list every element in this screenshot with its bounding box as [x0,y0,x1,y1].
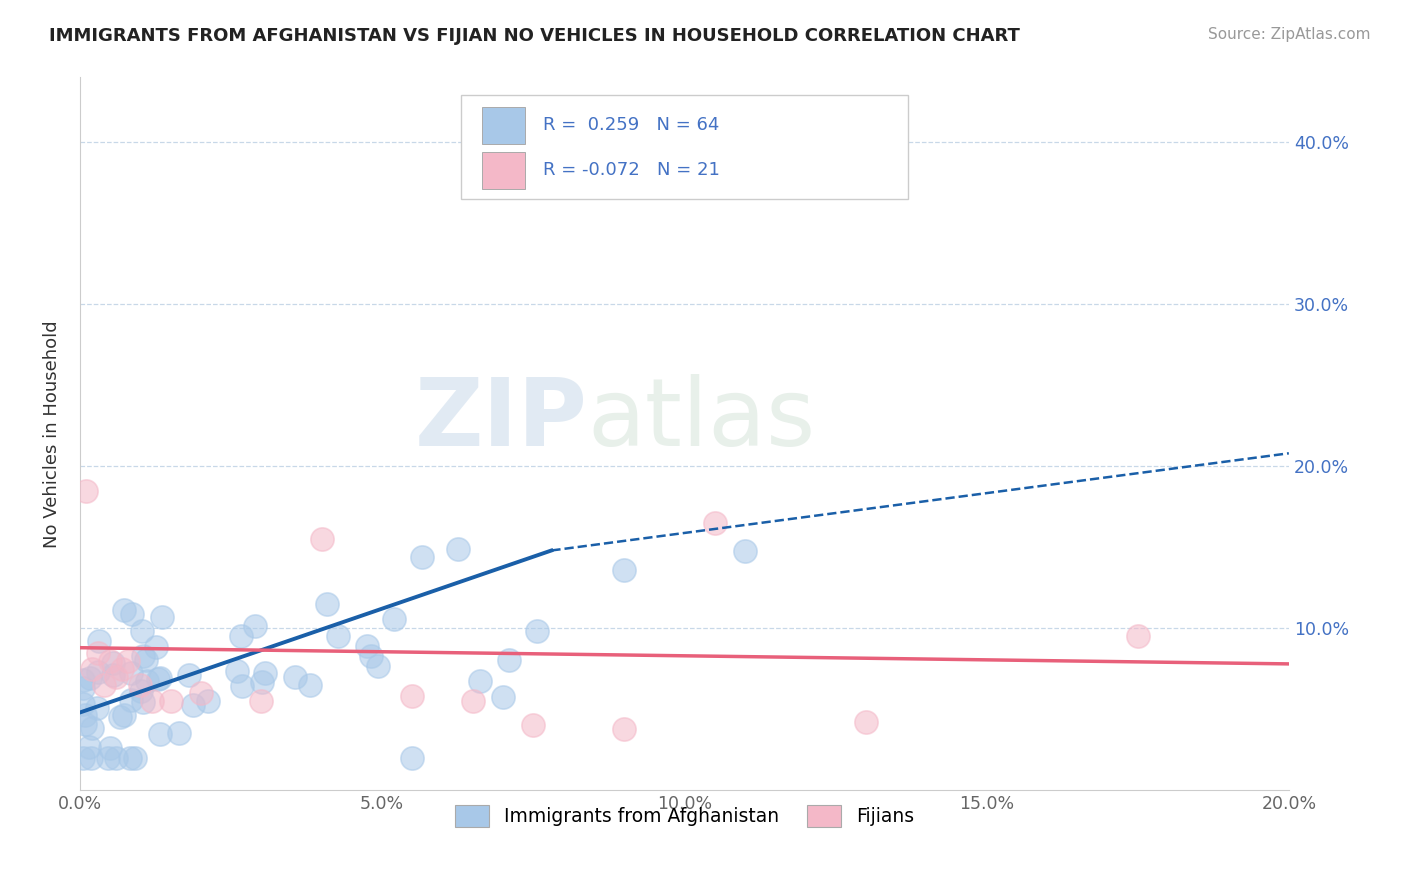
Immigrants from Afghanistan [87,634,110,648]
Immigrants from Afghanistan [135,673,157,688]
Immigrants from Afghanistan [87,665,110,680]
Fijians [93,678,115,692]
Immigrants from Afghanistan [79,671,101,685]
Immigrants from Afghanistan [80,751,103,765]
Immigrants from Afghanistan [120,693,142,707]
Immigrants from Afghanistan [250,674,273,689]
Fijians [75,483,97,498]
Immigrants from Afghanistan [72,681,94,695]
Immigrants from Afghanistan [73,717,96,731]
Immigrants from Afghanistan [145,640,167,655]
Immigrants from Afghanistan [468,674,491,689]
Text: ZIP: ZIP [415,374,588,466]
Immigrants from Afghanistan [131,624,153,638]
Fijians [190,686,212,700]
Immigrants from Afghanistan [382,612,405,626]
Immigrants from Afghanistan [284,670,307,684]
Text: Source: ZipAtlas.com: Source: ZipAtlas.com [1208,27,1371,42]
Immigrants from Afghanistan [86,701,108,715]
Immigrants from Afghanistan [103,668,125,682]
Immigrants from Afghanistan [734,544,756,558]
Immigrants from Afghanistan [177,667,200,681]
Immigrants from Afghanistan [316,598,339,612]
Immigrants from Afghanistan [149,671,172,685]
Immigrants from Afghanistan [245,618,267,632]
Text: IMMIGRANTS FROM AFGHANISTAN VS FIJIAN NO VEHICLES IN HOUSEHOLD CORRELATION CHART: IMMIGRANTS FROM AFGHANISTAN VS FIJIAN NO… [49,27,1021,45]
Immigrants from Afghanistan [231,679,253,693]
FancyBboxPatch shape [482,107,524,144]
FancyBboxPatch shape [461,95,908,199]
Immigrants from Afghanistan [613,563,636,577]
Fijians [87,646,110,660]
Fijians [855,715,877,730]
Immigrants from Afghanistan [146,673,169,687]
Fijians [1126,629,1149,643]
Fijians [522,718,544,732]
Fijians [129,678,152,692]
Immigrants from Afghanistan [112,602,135,616]
Immigrants from Afghanistan [129,684,152,698]
Immigrants from Afghanistan [132,695,155,709]
Immigrants from Afghanistan [498,653,520,667]
Immigrants from Afghanistan [101,657,124,671]
Immigrants from Afghanistan [254,666,277,681]
Immigrants from Afghanistan [367,659,389,673]
Immigrants from Afghanistan [80,722,103,736]
Immigrants from Afghanistan [75,707,97,722]
FancyBboxPatch shape [482,152,524,188]
Immigrants from Afghanistan [526,624,548,639]
Text: atlas: atlas [588,374,815,466]
Immigrants from Afghanistan [401,751,423,765]
Immigrants from Afghanistan [231,629,253,643]
Fijians [311,532,333,546]
Fijians [250,694,273,708]
Fijians [401,690,423,704]
Fijians [111,662,134,676]
Text: R =  0.259   N = 64: R = 0.259 N = 64 [543,116,720,134]
Fijians [141,694,163,708]
Fijians [461,694,484,708]
Fijians [613,722,636,736]
Fijians [703,516,725,530]
Text: R = -0.072   N = 21: R = -0.072 N = 21 [543,161,720,179]
Immigrants from Afghanistan [150,610,173,624]
Immigrants from Afghanistan [110,710,132,724]
Immigrants from Afghanistan [121,607,143,621]
Immigrants from Afghanistan [118,751,141,765]
Immigrants from Afghanistan [112,707,135,722]
Fijians [105,670,128,684]
Fijians [98,654,121,668]
Immigrants from Afghanistan [360,649,382,664]
Immigrants from Afghanistan [197,693,219,707]
Immigrants from Afghanistan [135,653,157,667]
Immigrants from Afghanistan [226,664,249,678]
Immigrants from Afghanistan [411,549,433,564]
Immigrants from Afghanistan [356,639,378,653]
Immigrants from Afghanistan [326,630,349,644]
Immigrants from Afghanistan [120,666,142,681]
Fijians [159,694,181,708]
Immigrants from Afghanistan [72,751,94,765]
Immigrants from Afghanistan [132,648,155,663]
Legend: Immigrants from Afghanistan, Fijians: Immigrants from Afghanistan, Fijians [447,797,921,834]
Immigrants from Afghanistan [72,673,94,688]
Fijians [117,654,139,668]
Immigrants from Afghanistan [124,751,146,765]
Y-axis label: No Vehicles in Household: No Vehicles in Household [44,320,60,548]
Immigrants from Afghanistan [181,698,204,713]
Immigrants from Afghanistan [149,727,172,741]
Immigrants from Afghanistan [97,751,120,765]
Immigrants from Afghanistan [105,751,128,765]
Immigrants from Afghanistan [72,697,94,711]
Immigrants from Afghanistan [492,690,515,704]
Fijians [80,662,103,676]
Immigrants from Afghanistan [169,726,191,740]
Immigrants from Afghanistan [77,740,100,755]
Immigrants from Afghanistan [298,678,321,692]
Immigrants from Afghanistan [98,740,121,755]
Immigrants from Afghanistan [447,542,470,557]
